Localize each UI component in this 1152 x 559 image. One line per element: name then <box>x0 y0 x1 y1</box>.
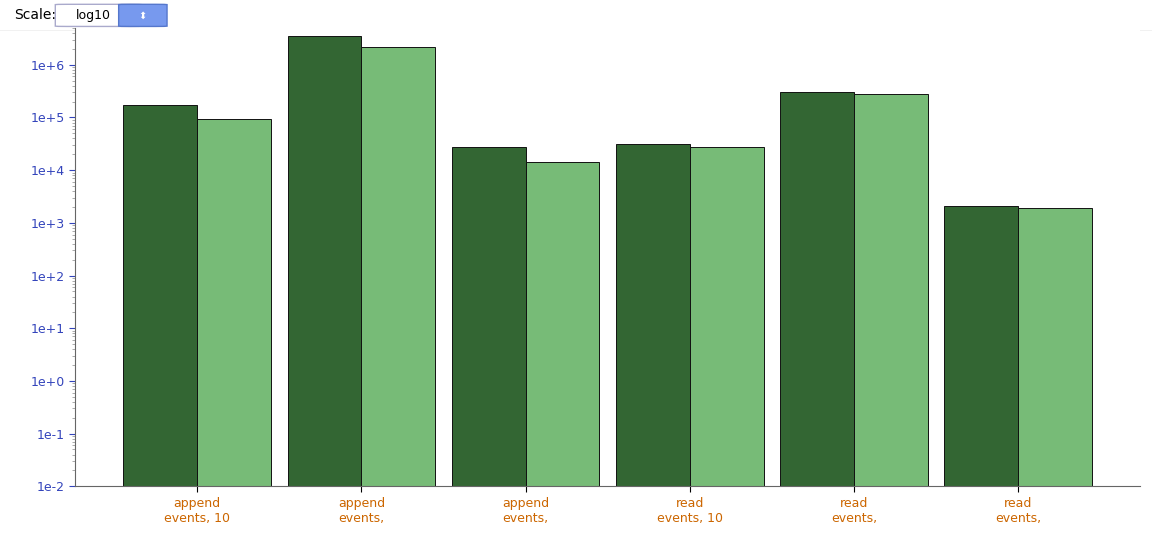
Bar <box>197 119 271 559</box>
Bar <box>362 47 435 559</box>
Bar <box>780 92 854 559</box>
Bar <box>690 148 764 559</box>
Text: log10: log10 <box>76 9 111 22</box>
Bar <box>452 146 525 559</box>
Bar <box>616 144 690 559</box>
Bar <box>945 206 1018 559</box>
Bar <box>525 163 599 559</box>
FancyBboxPatch shape <box>55 4 142 26</box>
Bar <box>854 93 927 559</box>
Text: Scale:: Scale: <box>14 8 55 22</box>
FancyBboxPatch shape <box>119 4 167 26</box>
Bar <box>123 105 197 559</box>
Bar <box>1018 208 1092 559</box>
Text: ⬍: ⬍ <box>138 11 147 20</box>
Bar <box>288 36 362 559</box>
